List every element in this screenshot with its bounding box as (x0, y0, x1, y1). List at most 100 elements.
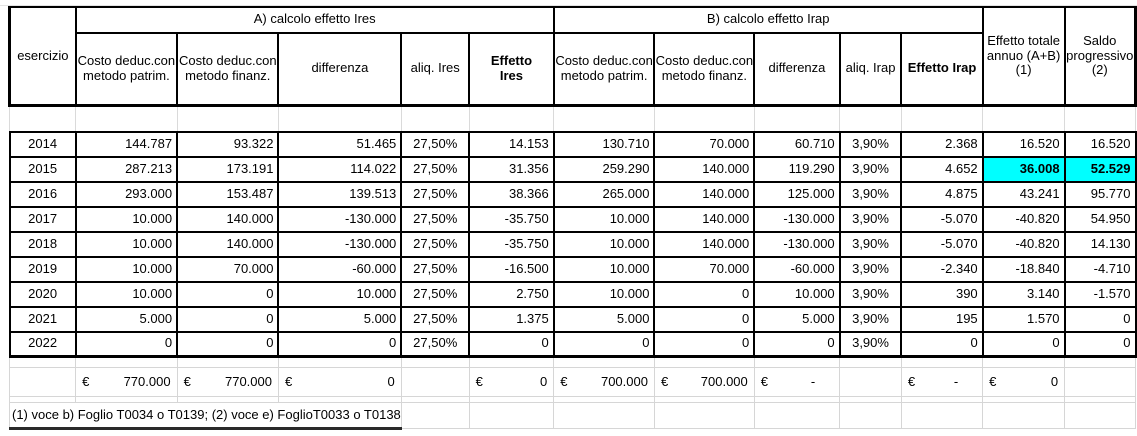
cell-ires-effect[interactable]: -35.750 (468, 205, 555, 233)
header-effetto-totale[interactable]: Effetto totale annuo (A+B) (1) (981, 5, 1066, 107)
cell-ires-effect[interactable]: -16.500 (468, 255, 555, 283)
cell-ires-diff[interactable]: 5.000 (277, 305, 403, 333)
header-esercizio[interactable]: esercizio (7, 5, 77, 107)
cell-irap-patrim[interactable]: 0 (552, 330, 656, 358)
cell-saldo[interactable]: -1.570 (1063, 280, 1137, 308)
cell-irap-effect[interactable]: 0 (900, 330, 984, 358)
cell-ires-rate[interactable]: 27,50% (400, 280, 471, 308)
cell-year[interactable]: 2020 (8, 280, 77, 308)
cell-irap-finanz[interactable]: 0 (653, 330, 756, 358)
cell-total-annual[interactable]: -40.820 (981, 205, 1066, 233)
total-ires-finanz[interactable]: €770.000 (176, 367, 279, 397)
header-ires-differenza[interactable]: differenza (277, 31, 403, 107)
cell-irap-effect[interactable]: 4.875 (900, 180, 984, 208)
cell-ires-diff[interactable]: 51.465 (277, 130, 403, 158)
header-effetto-irap[interactable]: Effetto Irap (900, 31, 984, 107)
cell-ires-patrim[interactable]: 10.000 (74, 280, 179, 308)
cell-ires-finanz[interactable]: 173.191 (176, 155, 280, 183)
cell-year[interactable]: 2017 (8, 205, 77, 233)
cell-irap-patrim[interactable]: 259.290 (552, 155, 656, 183)
cell-irap-finanz[interactable]: 0 (653, 305, 756, 333)
header-section-a[interactable]: A) calcolo effetto Ires (74, 5, 555, 34)
cell-ires-patrim[interactable]: 10.000 (74, 230, 179, 258)
cell-ires-diff[interactable]: 114.022 (277, 155, 403, 183)
cell-year[interactable]: 2022 (8, 330, 77, 358)
header-saldo-progressivo[interactable]: Saldo progressivo (2) (1063, 5, 1137, 107)
cell-ires-effect[interactable]: -35.750 (468, 230, 555, 258)
cell-irap-diff[interactable]: 10.000 (753, 280, 841, 308)
cell-ires-patrim[interactable]: 144.787 (74, 130, 179, 158)
total-ires-effect[interactable]: €0 (468, 367, 555, 397)
cell-ires-rate[interactable]: 27,50% (400, 155, 471, 183)
cell-year[interactable]: 2014 (8, 130, 77, 158)
cell-irap-rate[interactable]: 3,90% (838, 205, 903, 233)
cell-ires-effect[interactable]: 14.153 (468, 130, 555, 158)
cell-irap-patrim[interactable]: 10.000 (552, 255, 656, 283)
cell-irap-diff[interactable]: 60.710 (753, 130, 841, 158)
cell-ires-effect[interactable]: 1.375 (468, 305, 555, 333)
cell-saldo[interactable]: 95.770 (1063, 180, 1137, 208)
cell-saldo[interactable]: -4.710 (1063, 255, 1137, 283)
cell-irap-diff[interactable]: -130.000 (753, 230, 841, 258)
cell-ires-rate[interactable]: 27,50% (400, 230, 471, 258)
cell-ires-diff[interactable]: -130.000 (277, 230, 403, 258)
total-irap-patrim[interactable]: €700.000 (553, 367, 655, 397)
total-irap-effect[interactable]: € - (900, 367, 984, 397)
cell-irap-rate[interactable]: 3,90% (838, 255, 903, 283)
cell-irap-diff[interactable]: 5.000 (753, 305, 841, 333)
cell-irap-diff[interactable]: 119.290 (753, 155, 841, 183)
cell-ires-rate[interactable]: 27,50% (400, 205, 471, 233)
total-ires-diff[interactable]: €0 (277, 367, 402, 397)
total-annual[interactable]: €0 (982, 367, 1066, 397)
header-ires-costo-patrim[interactable]: Costo deduc.con metodo patrim. (74, 31, 179, 107)
cell-irap-diff[interactable]: 0 (753, 330, 841, 358)
cell-year[interactable]: 2018 (8, 230, 77, 258)
cell-ires-finanz[interactable]: 70.000 (176, 255, 280, 283)
cell-irap-effect[interactable]: 2.368 (900, 130, 984, 158)
cell-ires-effect[interactable]: 38.366 (468, 180, 555, 208)
cell-irap-rate[interactable]: 3,90% (838, 180, 903, 208)
cell-irap-finanz[interactable]: 140.000 (653, 205, 756, 233)
cell-ires-finanz[interactable]: 93.322 (176, 130, 280, 158)
cell-ires-finanz[interactable]: 0 (176, 305, 280, 333)
cell-ires-finanz[interactable]: 140.000 (176, 230, 280, 258)
cell-irap-diff[interactable]: -130.000 (753, 205, 841, 233)
cell-ires-patrim[interactable]: 293.000 (74, 180, 179, 208)
cell-ires-diff[interactable]: 10.000 (277, 280, 403, 308)
cell-ires-finanz[interactable]: 0 (176, 330, 280, 358)
cell-year[interactable]: 2021 (8, 305, 77, 333)
header-irap-costo-finanz[interactable]: Costo deduc.con metodo finanz. (653, 31, 756, 107)
cell-irap-finanz[interactable]: 70.000 (653, 130, 756, 158)
header-irap-costo-patrim[interactable]: Costo deduc.con metodo patrim. (552, 31, 656, 107)
header-effetto-ires[interactable]: Effetto Ires (468, 31, 555, 107)
cell-ires-rate[interactable]: 27,50% (400, 130, 471, 158)
cell-ires-diff[interactable]: 0 (277, 330, 403, 358)
cell-total-annual[interactable]: -40.820 (981, 230, 1066, 258)
cell-year[interactable]: 2019 (8, 255, 77, 283)
cell-irap-effect[interactable]: 195 (900, 305, 984, 333)
cell-irap-diff[interactable]: -60.000 (753, 255, 841, 283)
cell-ires-rate[interactable]: 27,50% (400, 180, 471, 208)
cell-irap-patrim[interactable]: 10.000 (552, 230, 656, 258)
cell-irap-patrim[interactable]: 130.710 (552, 130, 656, 158)
cell-irap-patrim[interactable]: 10.000 (552, 280, 656, 308)
header-ires-costo-finanz[interactable]: Costo deduc.con metodo finanz. (176, 31, 280, 107)
header-aliq-ires[interactable]: aliq. Ires (400, 31, 471, 107)
cell-ires-diff[interactable]: -60.000 (277, 255, 403, 283)
cell-ires-diff[interactable]: -130.000 (277, 205, 403, 233)
cell-irap-finanz[interactable]: 0 (653, 280, 756, 308)
total-irap-diff[interactable]: € - (753, 367, 841, 397)
cell-total-annual[interactable]: 0 (981, 330, 1066, 358)
cell-irap-diff[interactable]: 125.000 (753, 180, 841, 208)
cell-saldo[interactable]: 14.130 (1063, 230, 1137, 258)
footnote-text[interactable]: (1) voce b) Foglio T0034 o T0139; (2) vo… (9, 402, 402, 430)
cell-ires-finanz[interactable]: 0 (176, 280, 280, 308)
cell-ires-effect[interactable]: 0 (468, 330, 555, 358)
cell-irap-effect[interactable]: 390 (900, 280, 984, 308)
header-aliq-irap[interactable]: aliq. Irap (838, 31, 903, 107)
cell-empty[interactable] (8, 367, 77, 397)
cell-saldo-highlighted[interactable]: 52.529 (1063, 155, 1137, 183)
cell-irap-finanz[interactable]: 140.000 (653, 155, 756, 183)
cell-irap-patrim[interactable]: 5.000 (552, 305, 656, 333)
cell-total-annual[interactable]: 43.241 (981, 180, 1066, 208)
